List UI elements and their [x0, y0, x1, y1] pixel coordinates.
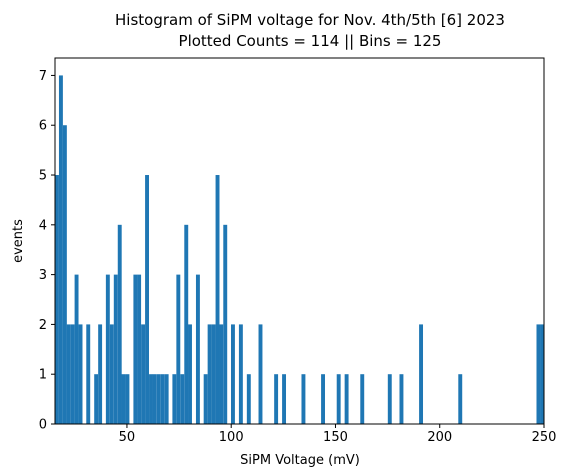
histogram-bar	[152, 374, 157, 424]
y-tick-label: 2	[39, 318, 47, 333]
histogram-bar	[399, 374, 404, 424]
histogram-bar	[203, 374, 208, 424]
histogram-bar	[188, 324, 192, 424]
x-tick-label: 150	[323, 430, 348, 445]
histogram-bar	[117, 224, 122, 424]
chart-subtitle: Plotted Counts = 114 || Bins = 125	[179, 32, 442, 50]
histogram-bar	[180, 374, 185, 424]
histogram-bar	[86, 324, 91, 424]
histogram-bar	[458, 374, 463, 424]
histogram-bar	[258, 324, 263, 424]
y-tick-label: 5	[39, 169, 47, 184]
plot-frame	[54, 57, 545, 425]
histogram-bar	[149, 374, 153, 424]
histogram-bar	[98, 324, 103, 424]
y-axis-label: events	[11, 219, 26, 263]
y-tick-label: 0	[39, 418, 47, 433]
histogram-bar	[105, 274, 110, 424]
x-tick-label: 250	[532, 430, 557, 445]
x-axis-label: SiPM Voltage (mV)	[240, 453, 360, 468]
histogram-bar	[195, 274, 200, 424]
histogram-bar	[78, 324, 83, 424]
histogram-bar	[145, 175, 150, 424]
x-tick-label: 100	[219, 430, 244, 445]
histogram-bar	[238, 324, 243, 424]
histogram-bar	[94, 374, 99, 424]
histogram-bar	[223, 224, 228, 424]
histogram-bar	[219, 324, 224, 424]
y-tick-label: 3	[39, 268, 47, 283]
histogram-bar	[211, 324, 216, 424]
histogram-bar	[215, 175, 220, 424]
histogram-bar	[282, 374, 287, 424]
histogram-bar	[230, 324, 235, 424]
histogram-bar	[70, 324, 75, 424]
histogram-bar	[109, 324, 114, 424]
histogram-bar	[540, 324, 544, 424]
histogram-bar	[246, 374, 251, 424]
histogram-bar	[137, 274, 142, 424]
histogram-bar	[58, 75, 63, 424]
histogram-bar	[419, 324, 424, 424]
histogram-bar	[344, 374, 349, 424]
y-tick-label: 4	[39, 218, 47, 233]
histogram-bar	[536, 324, 541, 424]
histogram-bar	[176, 274, 181, 424]
histogram-bar	[207, 324, 212, 424]
histogram-bar	[55, 175, 59, 424]
histogram-bar	[74, 274, 79, 424]
x-axis-ticks: 50 100 150 200 250	[119, 424, 557, 445]
x-tick-label: 50	[119, 430, 136, 445]
histogram-bar	[113, 274, 118, 424]
histogram-bar	[164, 374, 169, 424]
y-tick-label: 1	[39, 368, 47, 383]
histogram-bar	[121, 374, 126, 424]
histogram-bar	[360, 374, 365, 424]
histogram-bar	[321, 374, 326, 424]
histogram-bar	[184, 224, 189, 424]
histogram-bar	[387, 374, 392, 424]
chart-title: Histogram of SiPM voltage for Nov. 4th/5…	[115, 11, 505, 29]
histogram-bar	[336, 374, 341, 424]
histogram-bars	[55, 75, 544, 424]
histogram-bar	[301, 374, 306, 424]
histogram-bar	[141, 324, 146, 424]
x-tick-label: 200	[427, 430, 452, 445]
histogram-bar	[274, 374, 279, 424]
histogram-bar	[125, 374, 130, 424]
histogram-bar	[172, 374, 177, 424]
histogram-bar	[66, 324, 71, 424]
y-axis-ticks: 0 1 2 3 4 5 6 7	[39, 69, 55, 433]
y-tick-label: 7	[39, 69, 47, 84]
histogram-bar	[160, 374, 165, 424]
y-tick-label: 6	[39, 119, 47, 134]
histogram-bar	[133, 274, 138, 424]
histogram-bar	[156, 374, 161, 424]
histogram-bar	[62, 125, 67, 424]
